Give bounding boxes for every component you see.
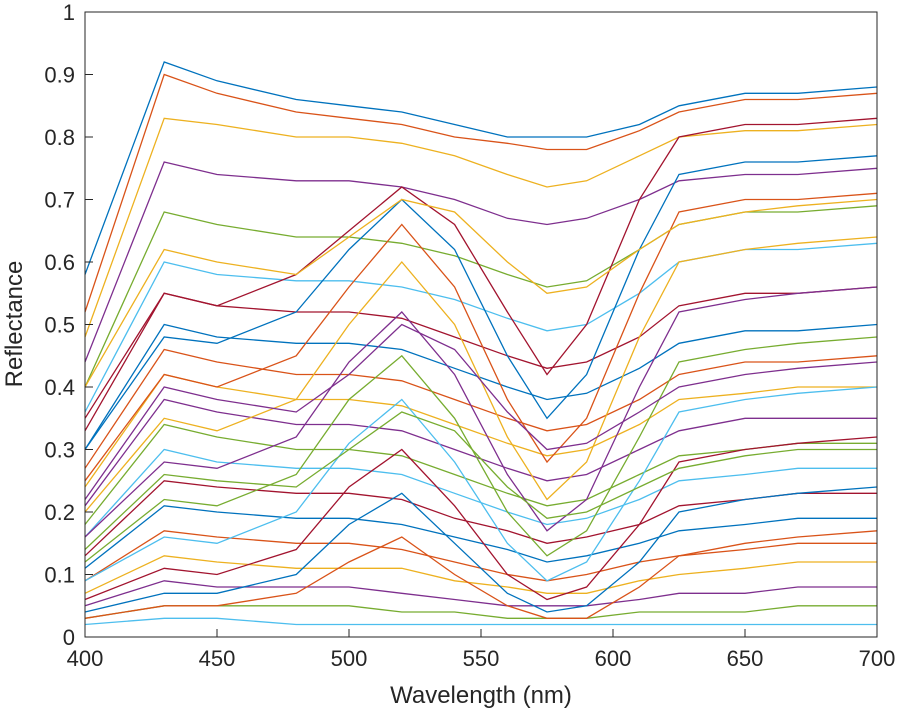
series-line-32 bbox=[84, 323, 878, 500]
x-tick-label: 550 bbox=[463, 646, 500, 671]
series-line-9 bbox=[84, 348, 878, 469]
x-tick-label: 400 bbox=[67, 646, 104, 671]
series-line-17 bbox=[84, 555, 877, 594]
series-line-24 bbox=[84, 236, 878, 513]
series-group bbox=[84, 61, 878, 626]
x-tick-label: 600 bbox=[595, 646, 632, 671]
y-tick-label: 0 bbox=[63, 625, 75, 650]
series-line-4 bbox=[84, 161, 878, 363]
series-line-22 bbox=[84, 155, 878, 450]
series-line-27 bbox=[84, 386, 878, 582]
x-tick-label: 700 bbox=[859, 646, 896, 671]
series-line-28 bbox=[84, 436, 878, 601]
y-tick-label: 0.5 bbox=[44, 313, 75, 338]
series-line-8 bbox=[84, 323, 878, 450]
series-line-1 bbox=[84, 61, 878, 275]
x-tick-label: 650 bbox=[727, 646, 764, 671]
series-line-5 bbox=[84, 205, 878, 388]
series-line-11 bbox=[84, 398, 877, 507]
series-line-31 bbox=[84, 198, 878, 388]
y-tick-label: 0.4 bbox=[44, 375, 75, 400]
series-line-26 bbox=[84, 336, 878, 563]
series-line-19 bbox=[84, 605, 877, 619]
series-line-12 bbox=[84, 423, 877, 525]
y-axis-label: Reflectance bbox=[1, 261, 28, 388]
series-line-29 bbox=[84, 486, 878, 613]
series-line-3 bbox=[84, 117, 878, 338]
y-tick-label: 0.1 bbox=[44, 563, 75, 588]
series-line-25 bbox=[84, 286, 878, 538]
y-tick-label: 0.7 bbox=[44, 188, 75, 213]
series-line-14 bbox=[84, 480, 877, 557]
y-tick-label: 1 bbox=[63, 0, 75, 25]
x-tick-label: 500 bbox=[331, 646, 368, 671]
y-tick-label: 0.6 bbox=[44, 250, 75, 275]
series-line-15 bbox=[84, 505, 877, 569]
x-tick-label: 450 bbox=[199, 646, 236, 671]
y-tick-label: 0.9 bbox=[44, 63, 75, 88]
series-line-2 bbox=[84, 73, 878, 313]
y-tick-label: 0.3 bbox=[44, 438, 75, 463]
y-tick-label: 0.2 bbox=[44, 500, 75, 525]
y-axis: 0 0.1 0.2 0.3 0.4 0.5 0.6 0.7 0.8 0.9 1 bbox=[44, 0, 93, 650]
series-line-10 bbox=[84, 373, 877, 488]
series-line-23 bbox=[84, 192, 878, 482]
series-line-33 bbox=[84, 411, 877, 550]
series-line-30 bbox=[84, 530, 878, 619]
x-axis-label: Wavelength (nm) bbox=[390, 682, 572, 709]
x-axis: 400 450 500 550 600 650 700 bbox=[67, 629, 896, 671]
y-tick-label: 0.8 bbox=[44, 125, 75, 150]
series-line-21 bbox=[84, 117, 878, 419]
series-line-13 bbox=[84, 448, 877, 538]
series-line-20 bbox=[84, 617, 877, 626]
